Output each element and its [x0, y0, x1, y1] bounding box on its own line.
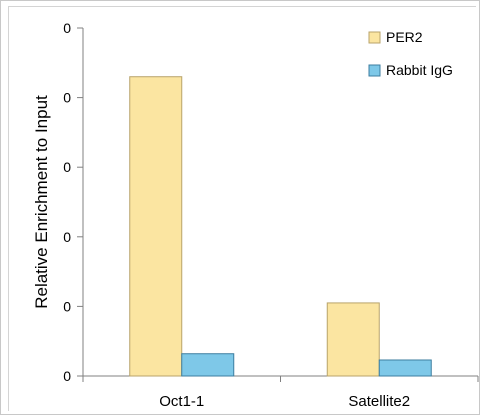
bar-rabbit-igg-satellite2 — [379, 360, 431, 376]
bar-per2-satellite2 — [327, 303, 379, 376]
legend-swatch-per2 — [369, 32, 380, 43]
legend-label-rabbit-igg: Rabbit IgG — [386, 62, 453, 78]
bars — [130, 77, 432, 376]
y-tick-label: 0 — [63, 90, 71, 106]
x-tick-label: Oct1-1 — [159, 393, 204, 410]
y-tick-label: 0 — [63, 298, 71, 314]
y-tick-label: 0 — [63, 159, 71, 175]
x-tick-label: Satellite2 — [348, 393, 410, 410]
y-tick-label: 0 — [63, 368, 71, 384]
bar-rabbit-igg-oct1-1 — [182, 354, 234, 376]
y-axis-title: Relative Enrichment to Input — [32, 95, 51, 309]
y-tick-label: 0 — [63, 229, 71, 245]
x-ticks: Oct1-1 Satellite2 — [83, 376, 478, 410]
y-tick-label: 0 — [63, 20, 71, 36]
y-ticks: 0 0 0 0 0 0 — [63, 20, 83, 384]
legend-swatch-rabbit-igg — [369, 65, 380, 76]
legend-label-per2: PER2 — [386, 29, 423, 45]
legend: PER2 Rabbit IgG — [369, 29, 453, 78]
bar-per2-oct1-1 — [130, 77, 182, 376]
